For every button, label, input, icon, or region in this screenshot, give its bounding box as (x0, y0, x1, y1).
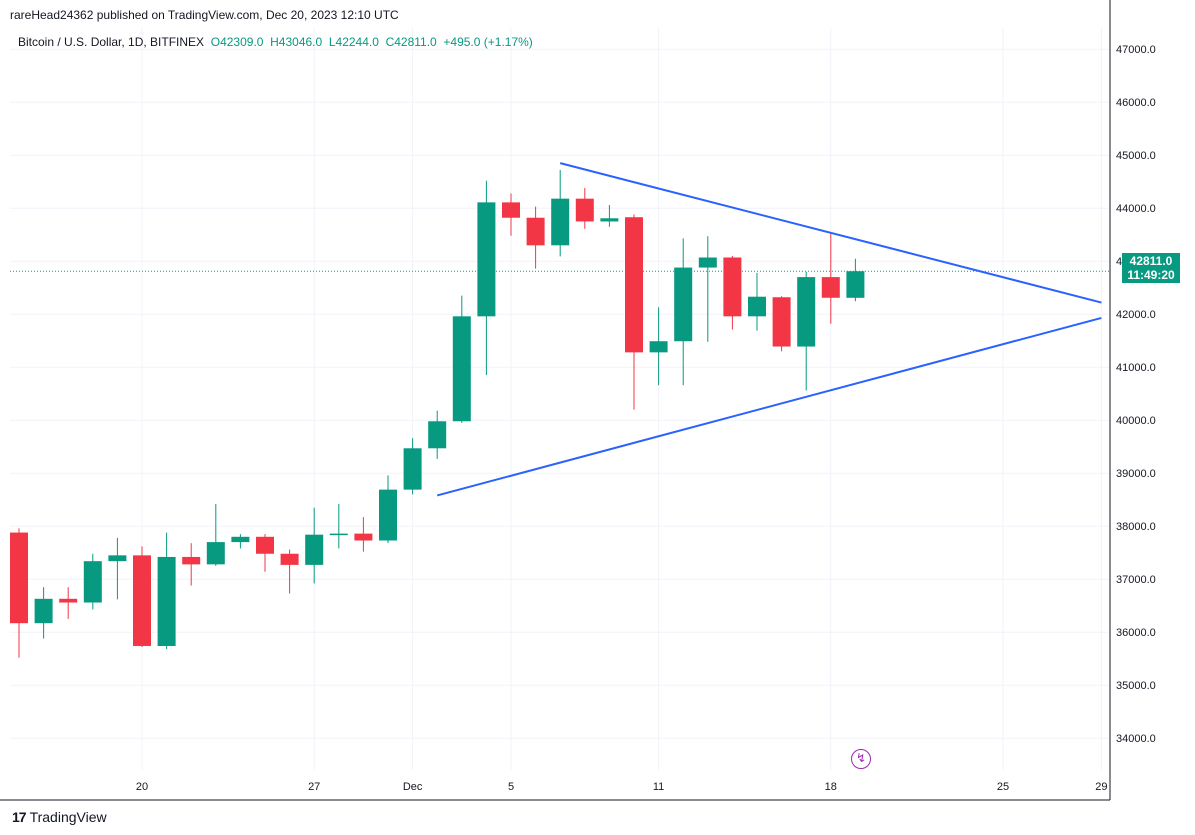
x-tick-label: 29 (1095, 781, 1107, 793)
candle-body (403, 448, 422, 490)
candle-body (108, 555, 127, 562)
candle-body (157, 556, 176, 646)
candle-body (256, 536, 274, 554)
candle-body (305, 534, 324, 565)
candle-body (10, 532, 28, 624)
y-tick-label: 42000.0 (1116, 309, 1156, 321)
y-tick-label: 36000.0 (1116, 627, 1156, 639)
candle-body (575, 198, 594, 222)
x-tick-label: 27 (308, 781, 320, 793)
candle-body (797, 277, 816, 347)
symbol-legend: Bitcoin / U.S. Dollar, 1D, BITFINEX O423… (18, 35, 533, 49)
candle-body (182, 556, 201, 565)
y-tick-label: 39000.0 (1116, 468, 1156, 480)
candle-body (83, 561, 102, 603)
candle-body (59, 598, 78, 603)
y-tick-label: 47000.0 (1116, 44, 1156, 56)
candle-body (354, 533, 373, 541)
candle-body (551, 198, 570, 246)
candle-body (379, 489, 397, 541)
legend-high: H43046.0 (270, 35, 323, 49)
candle-body (846, 271, 865, 298)
candle-body (452, 316, 471, 422)
flash-icon[interactable]: ↯ (851, 749, 871, 769)
y-tick-label: 40000.0 (1116, 415, 1156, 427)
y-tick-label: 37000.0 (1116, 574, 1156, 586)
trendline (436, 316, 1102, 497)
candle-body (698, 257, 717, 268)
symbol-name[interactable]: Bitcoin / U.S. Dollar, 1D, BITFINEX (18, 35, 205, 49)
candle-body (231, 536, 250, 543)
candle-body (34, 598, 53, 624)
legend-change: +495.0 (+1.17%) (443, 35, 533, 49)
chart-grid (10, 28, 1110, 770)
legend-open: O42309.0 (210, 35, 264, 49)
x-tick-label: 20 (136, 781, 148, 793)
candle-body (772, 297, 791, 347)
x-tick-label: 5 (508, 781, 514, 793)
last-price-tag: 42811.0 11:49:20 (1122, 253, 1180, 283)
trendlines[interactable] (436, 162, 1102, 497)
legend-close: C42811.0 (385, 35, 437, 49)
bar-countdown: 11:49:20 (1127, 268, 1175, 282)
candle-body (526, 217, 545, 246)
candle-body (649, 341, 668, 353)
legend-low: L42244.0 (328, 35, 379, 49)
tradingview-logo-icon: 17 (12, 809, 27, 825)
trendline (559, 162, 1102, 304)
y-tick-label: 41000.0 (1116, 362, 1156, 374)
candle-body (133, 555, 151, 646)
y-tick-label: 45000.0 (1116, 150, 1156, 162)
last-price-value: 42811.0 (1129, 254, 1173, 268)
candles (10, 170, 865, 658)
candle-body (280, 553, 299, 565)
x-tick-label: 25 (997, 781, 1009, 793)
x-tick-label: 11 (653, 781, 664, 793)
y-tick-label: 46000.0 (1116, 97, 1156, 109)
y-axis-labels: 34000.0 35000.0 36000.0 37000.0 38000.0 39000… (1116, 44, 1156, 745)
y-tick-label: 44000.0 (1116, 203, 1156, 215)
candle-body (329, 533, 348, 536)
candle-body (206, 542, 225, 565)
y-tick-label: 38000.0 (1116, 521, 1156, 533)
candle-body (723, 257, 742, 317)
x-axis-labels: 20 27 Dec 5 11 18 25 29 (136, 781, 1108, 793)
x-tick-label: Dec (403, 781, 423, 793)
candle-body (821, 277, 840, 298)
chart-axes (0, 0, 1111, 801)
candle-body (674, 267, 693, 342)
candle-body (428, 421, 447, 449)
x-tick-label: 18 (825, 781, 837, 793)
candle-body (625, 217, 643, 353)
candle-body (600, 218, 619, 222)
y-tick-label: 35000.0 (1116, 680, 1156, 692)
brand-name: TradingView (29, 809, 107, 825)
candle-body (502, 202, 520, 218)
candle-body (477, 202, 496, 317)
candle-body (748, 296, 766, 317)
y-tick-label: 34000.0 (1116, 733, 1156, 745)
published-info: rareHead24362 published on TradingView.c… (10, 8, 399, 22)
footer-brand[interactable]: 17 TradingView (12, 809, 107, 825)
